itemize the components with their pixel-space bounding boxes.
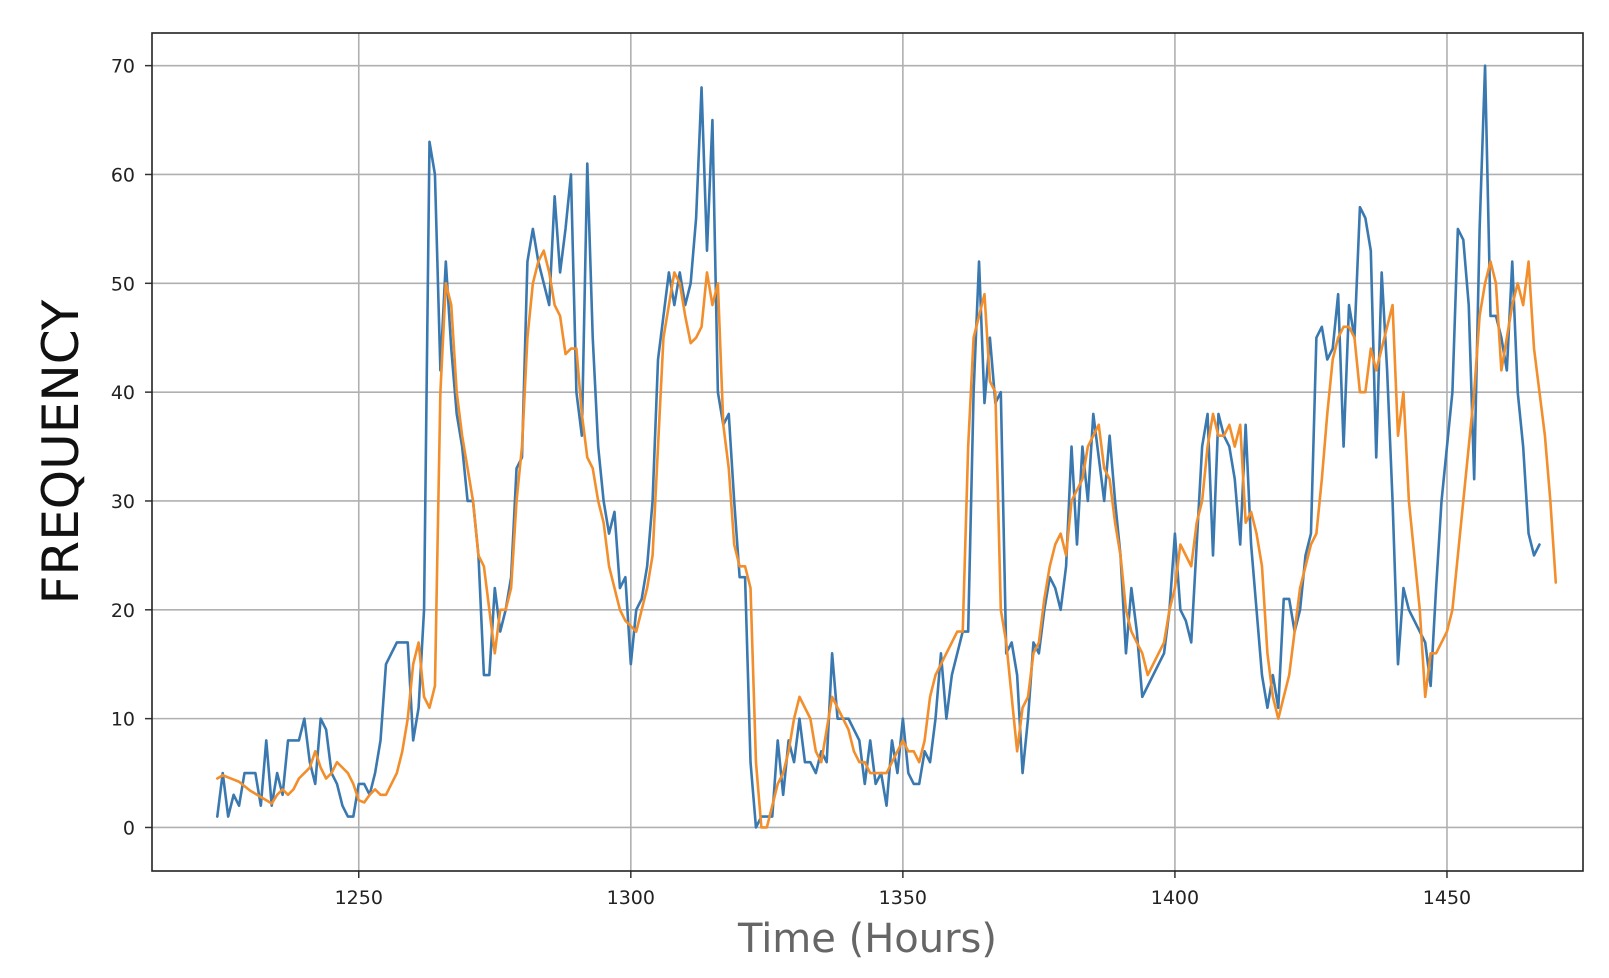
axis-ticks: 1250 1300 1350 1400 1450 0 10 20 30 40 50 60 70 bbox=[111, 56, 1471, 909]
x-axis-label: Time (Hours) bbox=[737, 916, 997, 962]
series-line-1 bbox=[215, 64, 1541, 829]
y-tick-label: 60 bbox=[111, 164, 135, 186]
x-tick-label: 1300 bbox=[607, 887, 655, 909]
y-tick-label: 30 bbox=[111, 491, 135, 513]
y-tick-label: 70 bbox=[111, 56, 135, 78]
y-tick-label: 50 bbox=[111, 273, 135, 295]
series-layer bbox=[215, 64, 1558, 829]
x-tick-label: 1400 bbox=[1151, 887, 1199, 909]
x-tick-label: 1450 bbox=[1423, 887, 1471, 909]
y-tick-label: 20 bbox=[111, 600, 135, 622]
y-tick-label: 10 bbox=[111, 709, 135, 731]
y-axis-label: FREQUENCY bbox=[32, 299, 90, 604]
x-tick-label: 1350 bbox=[879, 887, 927, 909]
plot-frame bbox=[151, 32, 1584, 872]
x-tick-label: 1250 bbox=[335, 887, 383, 909]
series-line-2 bbox=[215, 249, 1558, 829]
y-tick-label: 0 bbox=[123, 817, 135, 839]
y-tick-label: 40 bbox=[111, 382, 135, 404]
